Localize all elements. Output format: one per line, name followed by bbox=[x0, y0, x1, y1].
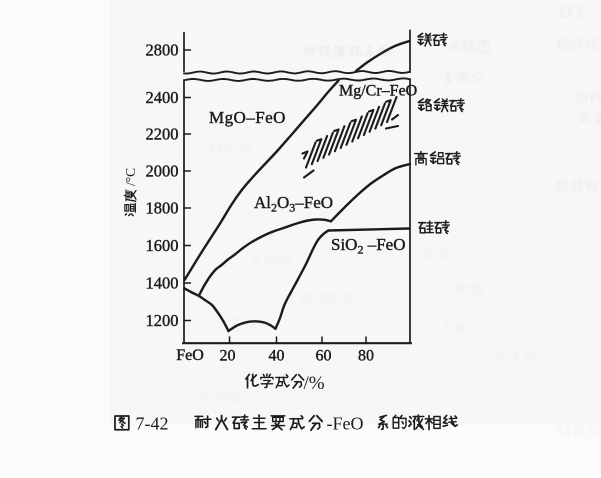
svg-text:1400: 1400 bbox=[146, 274, 179, 293]
svg-text:FeO: FeO bbox=[176, 347, 204, 364]
svg-text:MgO–FeO: MgO–FeO bbox=[209, 108, 286, 127]
svg-text:1800: 1800 bbox=[146, 199, 179, 218]
svg-text:7-42: 7-42 bbox=[136, 414, 169, 434]
svg-text:1600: 1600 bbox=[146, 236, 179, 255]
svg-text:2400: 2400 bbox=[146, 88, 179, 107]
svg-text:Mg/Cr–FeO: Mg/Cr–FeO bbox=[339, 83, 417, 100]
svg-text:80: 80 bbox=[358, 348, 374, 365]
svg-text:Al2O3–FeO: Al2O3–FeO bbox=[254, 193, 333, 215]
svg-text:SiO2 –FeO: SiO2 –FeO bbox=[331, 235, 406, 257]
svg-text:1200: 1200 bbox=[146, 311, 179, 330]
svg-text:40: 40 bbox=[269, 348, 285, 365]
svg-text:/°C: /°C bbox=[123, 168, 138, 186]
svg-text:/%: /% bbox=[304, 373, 325, 394]
svg-text:2200: 2200 bbox=[146, 125, 179, 144]
svg-text:-FeO: -FeO bbox=[327, 414, 364, 434]
svg-text:2000: 2000 bbox=[146, 162, 179, 181]
svg-text:60: 60 bbox=[316, 348, 332, 365]
svg-text:2800: 2800 bbox=[146, 41, 179, 60]
svg-text:20: 20 bbox=[220, 348, 236, 365]
